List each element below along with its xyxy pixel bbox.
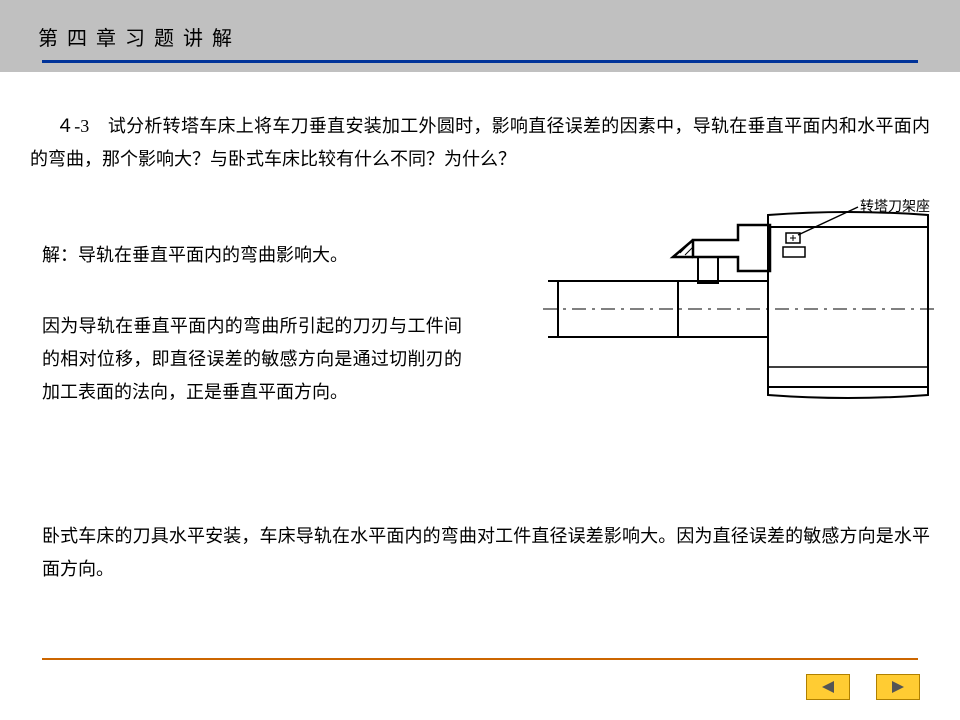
question-text: ４-3 试分析转塔车床上将车刀垂直安装加工外圆时，影响直径误差的因素中，导轨在垂… xyxy=(30,110,930,177)
chapter-title: 第 四 章 习 题 讲 解 xyxy=(38,22,234,51)
answer-horizontal: 卧式车床的刀具水平安装，车床导轨在水平面内的弯曲对工件直径误差影响大。因为直径误… xyxy=(42,520,930,587)
answer-reason: 因为导轨在垂直平面内的弯曲所引起的刀刃与工件间的相对位移，即直径误差的敏感方向是… xyxy=(42,310,462,410)
prev-button[interactable] xyxy=(806,674,850,700)
question-body: 试分析转塔车床上将车刀垂直安装加工外圆时，影响直径误差的因素中，导轨在垂直平面内… xyxy=(30,116,930,169)
header-underline xyxy=(42,60,918,63)
header-band: 第 四 章 习 题 讲 解 xyxy=(0,0,960,72)
turret-lathe-figure: 转塔刀架座 xyxy=(538,195,948,405)
footer-divider xyxy=(42,658,918,660)
next-button[interactable] xyxy=(876,674,920,700)
triangle-right-icon xyxy=(888,679,908,695)
triangle-left-icon xyxy=(818,679,838,695)
nav-buttons xyxy=(806,674,920,700)
question-number: ４-3 xyxy=(56,116,89,136)
